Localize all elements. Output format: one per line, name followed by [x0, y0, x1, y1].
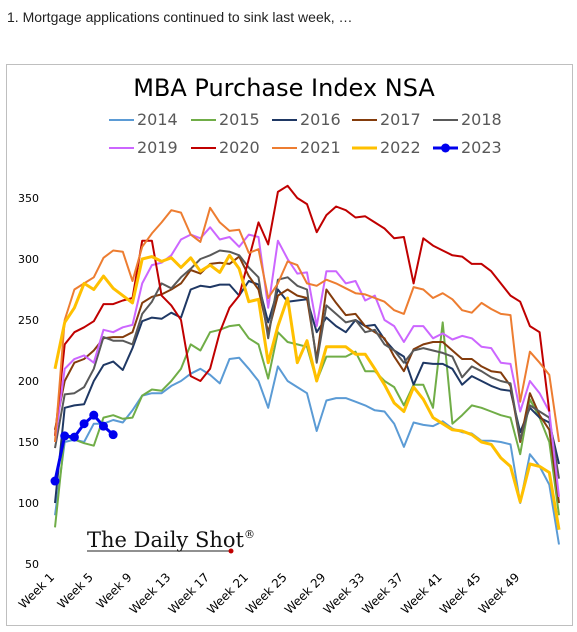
legend-item: 2018 — [433, 110, 502, 129]
x-tick-label: Week 33 — [321, 570, 368, 617]
x-tick-label: Week 17 — [166, 570, 213, 617]
x-tick-label: Week 29 — [282, 570, 329, 617]
series-2014 — [54, 356, 560, 545]
data-point — [50, 476, 60, 486]
x-tick-label: Week 1 — [16, 570, 57, 611]
data-point — [108, 430, 118, 440]
watermark-text: The Daily Shot — [87, 528, 245, 552]
legend-item: 2020 — [191, 138, 260, 157]
series-2017 — [54, 255, 560, 504]
legend-marker — [441, 143, 450, 153]
legend-label: 2019 — [137, 138, 178, 157]
series-line — [53, 253, 561, 531]
legend-label: 2015 — [219, 110, 260, 129]
legend-item: 2017 — [352, 110, 421, 129]
legend-item: 2014 — [109, 110, 178, 129]
legend-label: 2016 — [300, 110, 341, 129]
legend-label: 2018 — [461, 110, 502, 129]
page-caption: 1. Mortgage applications continued to si… — [7, 9, 353, 25]
series-line — [54, 226, 560, 498]
legend-item: 2015 — [191, 110, 260, 129]
line-chart: MBA Purchase Index NSA 2014 2015 2016 2017 2… — [16, 74, 561, 617]
series-line — [54, 280, 560, 504]
data-point — [98, 421, 108, 431]
x-tick-label: Week 49 — [476, 570, 523, 617]
data-point — [69, 432, 79, 442]
legend-item: 2023 — [433, 138, 502, 157]
x-tick-label: Week 13 — [127, 570, 174, 617]
series-line — [54, 206, 560, 443]
chart-title: MBA Purchase Index NSA — [133, 74, 435, 102]
y-tick-label: 200 — [18, 375, 39, 388]
y-tick-label: 50 — [25, 558, 39, 571]
x-tick-label: Week 41 — [398, 570, 445, 617]
series-2021 — [54, 206, 560, 443]
series-line — [54, 249, 560, 479]
legend-label: 2022 — [380, 138, 421, 157]
chart-legend: 2014 2015 2016 2017 2018 2019 2020 2021 2022 2023 — [109, 110, 502, 157]
series-2016 — [54, 280, 560, 504]
watermark-mark: ® — [244, 528, 255, 541]
series-lines — [50, 184, 561, 545]
series-2023 — [50, 410, 118, 486]
series-2018 — [54, 249, 560, 479]
y-tick-label: 150 — [18, 436, 39, 449]
legend-label: 2014 — [137, 110, 178, 129]
series-2020 — [54, 184, 551, 437]
series-line — [54, 255, 560, 504]
legend-item: 2019 — [109, 138, 178, 157]
legend-label: 2020 — [219, 138, 260, 157]
chart-container: MBA Purchase Index NSA 2014 2015 2016 2017 2… — [6, 64, 573, 626]
data-point — [79, 419, 89, 429]
x-tick-label: Week 25 — [243, 570, 290, 617]
x-tick-label: Week 37 — [359, 570, 406, 617]
y-axis: 50 100 150 200 250 300 350 — [18, 192, 39, 571]
legend-item: 2016 — [272, 110, 341, 129]
legend-label: 2017 — [380, 110, 421, 129]
legend-item: 2021 — [272, 138, 341, 157]
legend-item: 2022 — [352, 138, 421, 157]
x-tick-label: Week 45 — [437, 570, 484, 617]
y-tick-label: 350 — [18, 192, 39, 205]
watermark-dot — [228, 548, 234, 554]
svg-text:The Daily Shot®: The Daily Shot® — [87, 528, 255, 552]
legend-label: 2021 — [300, 138, 341, 157]
data-point — [60, 431, 70, 441]
x-tick-label: Week 21 — [204, 570, 251, 617]
daily-shot-watermark: The Daily Shot® — [87, 528, 255, 554]
y-tick-label: 100 — [18, 497, 39, 510]
x-tick-label: Week 5 — [55, 570, 96, 611]
series-line — [54, 356, 560, 545]
y-tick-label: 250 — [18, 314, 39, 327]
legend-label: 2023 — [461, 138, 502, 157]
series-2022 — [53, 253, 561, 531]
series-line — [54, 184, 551, 437]
series-2019 — [54, 226, 560, 498]
data-point — [89, 410, 99, 420]
y-tick-label: 300 — [18, 253, 39, 266]
